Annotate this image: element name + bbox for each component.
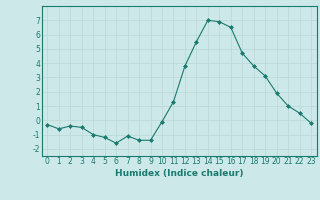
X-axis label: Humidex (Indice chaleur): Humidex (Indice chaleur) [115, 169, 244, 178]
